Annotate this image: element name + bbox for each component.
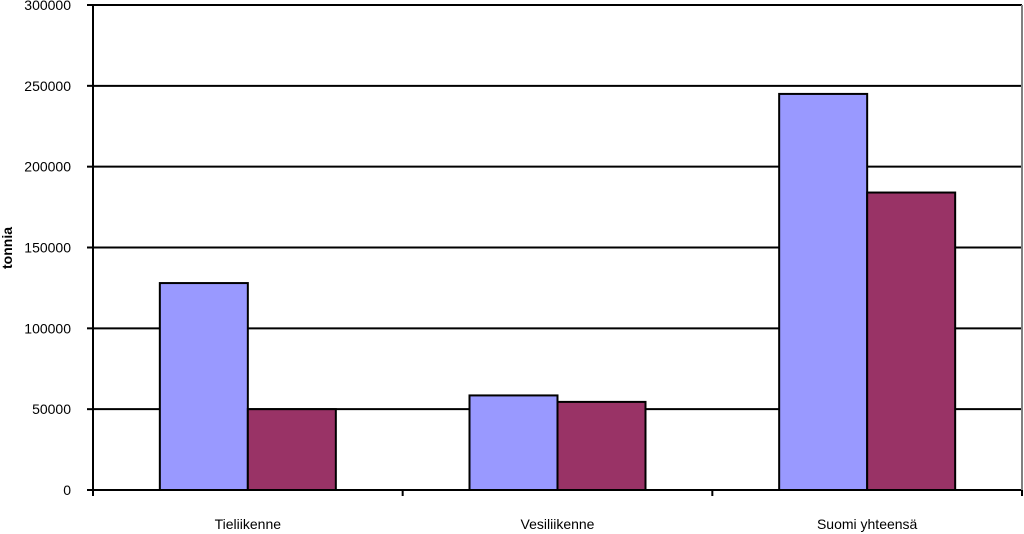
x-tick-label: Vesiliikenne [521, 516, 595, 532]
y-tick-label: 0 [63, 482, 71, 498]
y-tick-label: 100000 [24, 320, 71, 336]
x-axis-ticks: Tieliikenne Vesiliikenne Suomi yhteensä [92, 490, 1023, 532]
bar-vesiliikenne-series-1 [468, 394, 559, 491]
y-tick-label: 50000 [32, 401, 71, 417]
bar-vesiliikenne-series-2 [556, 400, 647, 491]
bar-tieliikenne-series-2 [246, 408, 337, 491]
y-tick-label: 200000 [24, 159, 71, 175]
y-axis-ticks: 0 50000 100000 150000 200000 250000 300000 [24, 0, 93, 498]
y-tick-label: 150000 [24, 240, 71, 256]
y-tick-label: 250000 [24, 78, 71, 94]
y-axis-title: tonnia [0, 227, 15, 269]
bar-tieliikenne-series-1 [158, 282, 249, 492]
x-tick-label: Suomi yhteensä [817, 516, 918, 532]
bars [158, 92, 957, 492]
y-tick-label: 300000 [24, 0, 71, 13]
x-tick-label: Tieliikenne [215, 516, 282, 532]
bar-suomi-yhteens--series-1 [778, 92, 869, 492]
bar-suomi-yhteens--series-2 [866, 191, 957, 492]
